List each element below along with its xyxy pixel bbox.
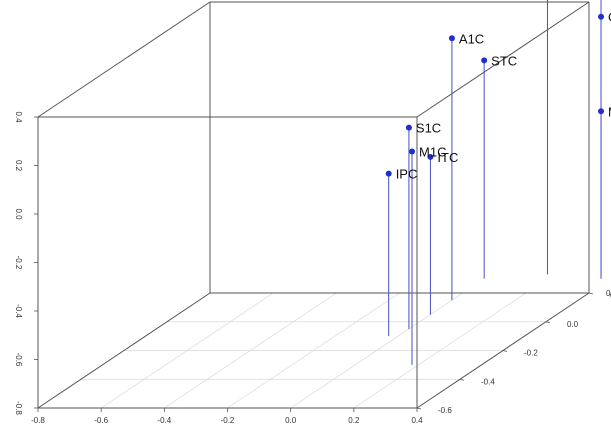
- y-tick-label: -0.2: [524, 349, 538, 358]
- floor-grid: [37, 292, 590, 409]
- box-edge: [416, 1, 590, 118]
- data-point: [385, 170, 392, 177]
- x-tick-label: 0.2: [348, 416, 360, 425]
- x-tick-label: -0.6: [94, 416, 108, 425]
- y-tick-label: 0.0: [567, 320, 579, 329]
- data-point: [405, 124, 412, 131]
- z-tick-label: -0.2: [14, 256, 23, 270]
- z-tick-label: -0.6: [14, 353, 23, 367]
- x-tick-label: 0.4: [411, 416, 423, 425]
- x-tick-label: 0.0: [285, 416, 297, 425]
- data-point: [481, 57, 488, 64]
- point-label: STC: [491, 53, 517, 68]
- point-label: A1C: [459, 31, 484, 46]
- z-axis: -0.8 -0.6 -0.4 -0.2 0.0 0.2 0.4: [14, 111, 38, 415]
- y-tick-label: 0.: [606, 289, 611, 298]
- data-point: [598, 108, 605, 115]
- point-label: MFC: [608, 104, 611, 119]
- y-tick-mark: [459, 378, 465, 381]
- data-point: [427, 153, 434, 160]
- y-tick-mark: [588, 292, 594, 295]
- data-point: [598, 13, 605, 20]
- data-points: A1CSTCS1CITCIPCM1CVFCDFCOFCMFC: [385, 10, 611, 182]
- point-label: ITC: [437, 150, 458, 165]
- y-tick-mark: [545, 321, 551, 324]
- z-tick-label: -0.4: [14, 304, 23, 318]
- point-label: S1C: [416, 121, 441, 136]
- x-tick-label: -0.2: [221, 416, 235, 425]
- z-tick-label: -0.8: [14, 401, 23, 415]
- x-tick-label: -0.4: [157, 416, 171, 425]
- y-tick-mark: [416, 407, 422, 410]
- data-point: [409, 148, 416, 155]
- x-tick-label: -0.8: [31, 416, 45, 425]
- y-tick-mark: [502, 350, 508, 352]
- z-tick-label: 0.0: [14, 208, 23, 220]
- point-label: IPC: [396, 167, 418, 182]
- data-point: [448, 35, 455, 42]
- y-axis: -0.6-0.4-0.20.00.20.: [416, 289, 611, 415]
- box-edge: [37, 292, 211, 409]
- y-tick-label: -0.4: [481, 377, 495, 386]
- y-tick-label: -0.6: [438, 406, 452, 415]
- drop-lines: [388, 0, 602, 365]
- x-axis: -0.8 -0.6 -0.4 -0.2 0.0 0.2 0.4: [31, 408, 423, 425]
- point-label: M1C: [419, 144, 446, 159]
- z-tick-label: 0.4: [14, 111, 23, 123]
- box-edge: [37, 1, 211, 118]
- z-tick-label: 0.2: [14, 160, 23, 172]
- point-label: OFC: [608, 10, 611, 25]
